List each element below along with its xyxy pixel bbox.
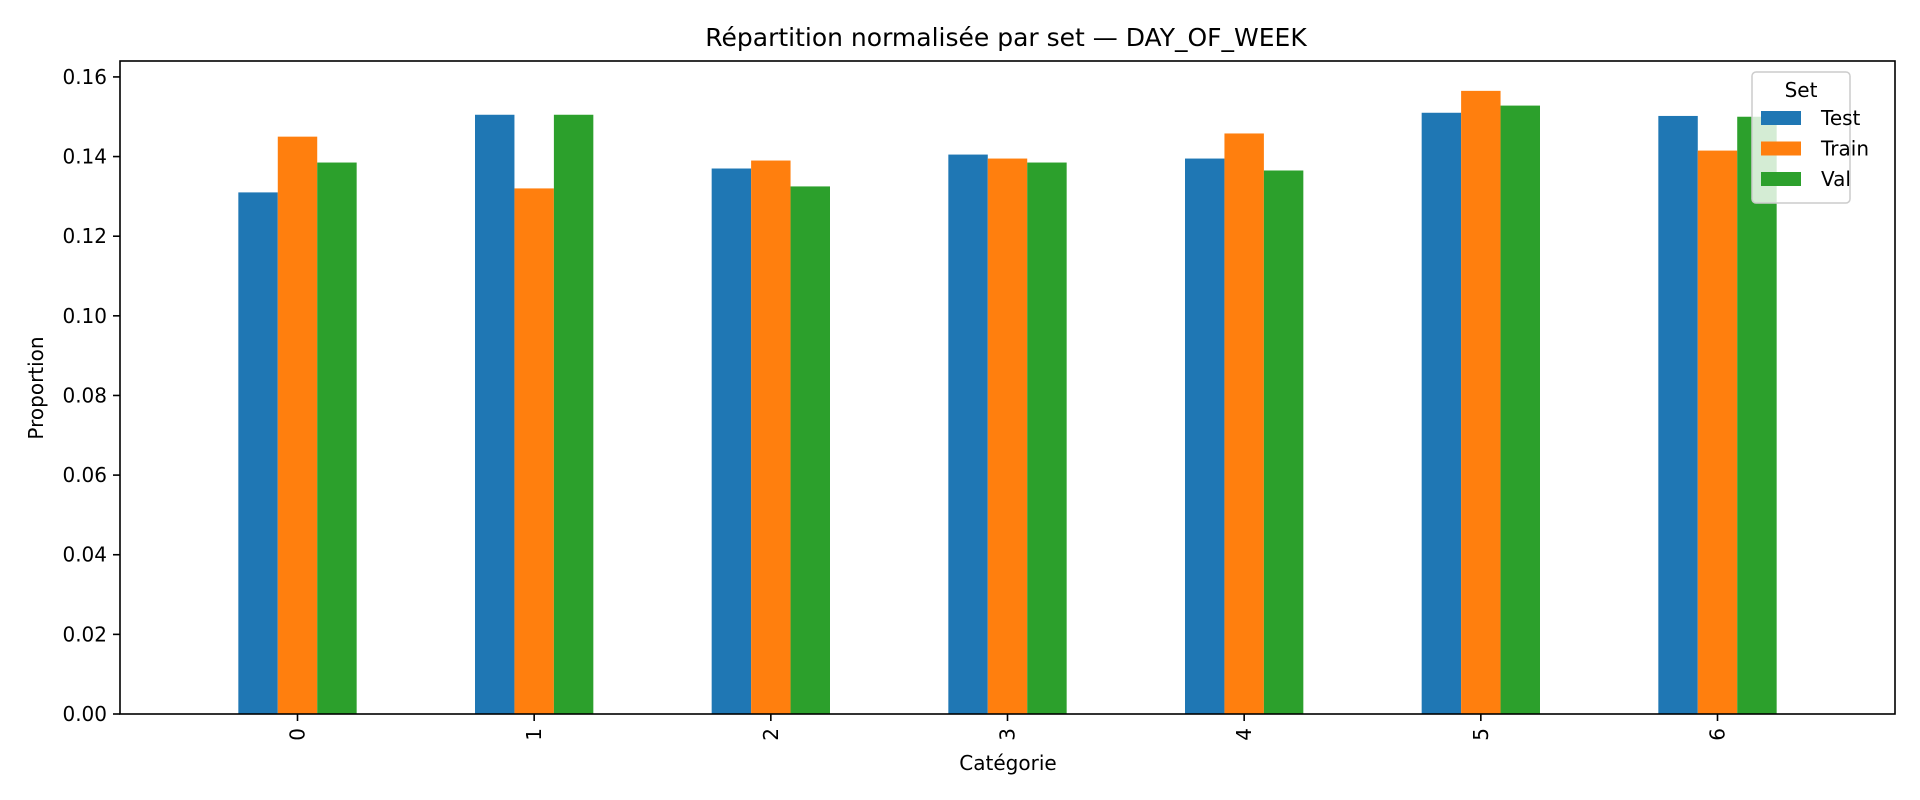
y-tick-label: 0.10 <box>62 304 107 328</box>
bar-train-4 <box>1224 133 1264 715</box>
y-tick-label: 0.00 <box>62 702 107 726</box>
bar-val-5 <box>1500 105 1540 715</box>
bar-val-6 <box>1737 116 1777 715</box>
x-tick-label: 2 <box>759 728 783 741</box>
y-tick-label: 0.04 <box>62 543 107 567</box>
bar-train-0 <box>277 136 318 714</box>
bar-test-3 <box>948 154 988 714</box>
x-axis: 0 1 2 3 4 5 6 <box>286 714 1730 741</box>
bar-train-5 <box>1461 90 1501 715</box>
y-tick-label: 0.16 <box>62 65 107 89</box>
x-axis-label: Catégorie <box>959 751 1056 775</box>
legend-items: Test Train Val <box>1761 106 1869 191</box>
y-axis: 0.00 0.02 0.04 0.06 0.08 0.10 0.12 0.14 0.16 <box>62 65 120 726</box>
bar-test-4 <box>1185 158 1225 715</box>
bar-val-1 <box>553 114 594 714</box>
bar-test-0 <box>238 192 278 714</box>
y-tick-label: 0.14 <box>62 145 107 169</box>
legend-label-train: Train <box>1820 137 1869 161</box>
y-tick-label: 0.08 <box>62 383 107 407</box>
legend-label-test: Test <box>1820 106 1861 130</box>
chart-title: Répartition normalisée par set — DAY_OF_… <box>705 23 1307 52</box>
bar-train-1 <box>514 188 554 715</box>
bar-train-3 <box>987 158 1028 715</box>
legend-label-val: Val <box>1821 167 1851 191</box>
y-tick-label: 0.12 <box>62 224 107 248</box>
bar-test-1 <box>475 114 515 714</box>
x-tick-label: 0 <box>286 728 310 741</box>
x-tick-label: 1 <box>522 728 546 741</box>
y-tick-label: 0.06 <box>62 463 107 487</box>
bar-train-6 <box>1697 150 1738 715</box>
y-axis-label: Proportion <box>24 336 48 439</box>
x-tick-label: 4 <box>1232 728 1256 741</box>
bars-group <box>238 90 1777 715</box>
bar-val-0 <box>317 162 357 714</box>
legend-swatch-val <box>1761 172 1801 186</box>
bar-test-2 <box>711 168 752 714</box>
y-tick-label: 0.02 <box>62 622 107 646</box>
bar-test-5 <box>1421 112 1462 714</box>
bar-test-6 <box>1658 115 1698 714</box>
legend-swatch-test <box>1761 111 1801 125</box>
legend-box <box>1751 71 1851 204</box>
x-tick-label: 3 <box>996 728 1020 741</box>
legend-swatch-train <box>1761 141 1801 156</box>
x-tick-label: 5 <box>1469 728 1493 741</box>
bar-val-3 <box>1027 162 1067 714</box>
bar-val-2 <box>790 186 830 715</box>
x-tick-label: 6 <box>1706 728 1730 741</box>
legend: Set Test Train Val <box>1751 71 1869 204</box>
legend-title: Set <box>1785 78 1818 102</box>
bar-val-4 <box>1263 170 1304 714</box>
bar-train-2 <box>751 160 791 715</box>
